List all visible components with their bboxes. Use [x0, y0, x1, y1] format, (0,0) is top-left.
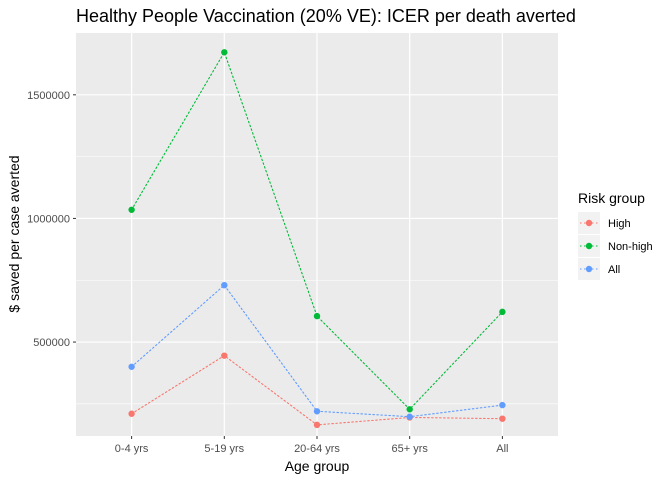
y-tick-label: 1500000 [27, 90, 70, 102]
x-tick-label: 20-64 yrs [294, 443, 340, 455]
data-point-high [499, 415, 506, 422]
data-point-all [221, 281, 228, 289]
legend-key-point [585, 219, 593, 227]
data-point-high [128, 410, 135, 417]
data-point-non-high [313, 312, 321, 320]
data-point-all [499, 401, 506, 409]
x-axis-title: Age group [285, 458, 350, 474]
legend-item-high: High [578, 212, 631, 234]
chart-title: Healthy People Vaccination (20% VE): ICE… [76, 6, 576, 26]
data-point-non-high [406, 406, 413, 413]
data-point-all [128, 363, 135, 370]
legend: Risk group High Non-high All [578, 190, 653, 280]
y-axis-title: $ saved per case averted [6, 155, 22, 312]
legend-item-all: All [578, 258, 620, 280]
legend-label: All [608, 264, 620, 276]
x-tick-label: 65+ yrs [391, 443, 428, 455]
data-point-all [406, 413, 413, 420]
x-tick-label: 0-4 yrs [115, 443, 149, 455]
data-point-high [221, 352, 228, 359]
y-tick-label: 500000 [33, 337, 70, 349]
data-point-all [313, 408, 321, 415]
y-tick-label: 1000000 [27, 213, 70, 225]
legend-item-non-high: Non-high [578, 235, 653, 257]
data-point-non-high [128, 206, 135, 213]
legend-key-point [585, 265, 593, 273]
legend-label: High [608, 218, 631, 230]
x-tick-label: All [496, 443, 508, 455]
data-point-non-high [221, 49, 228, 56]
data-point-high [313, 421, 321, 429]
legend-title: Risk group [578, 190, 645, 206]
legend-key-point [585, 242, 593, 250]
data-point-non-high [499, 308, 506, 316]
y-axis: 500000 1000000 1500000 [27, 90, 76, 349]
series-line-non-high [131, 50, 503, 411]
x-tick-label: 5-19 yrs [204, 443, 244, 455]
x-axis: 0-4 yrs 5-19 yrs 20-64 yrs 65+ yrs All [115, 436, 509, 455]
legend-label: Non-high [608, 241, 653, 253]
series-layer [128, 49, 506, 429]
